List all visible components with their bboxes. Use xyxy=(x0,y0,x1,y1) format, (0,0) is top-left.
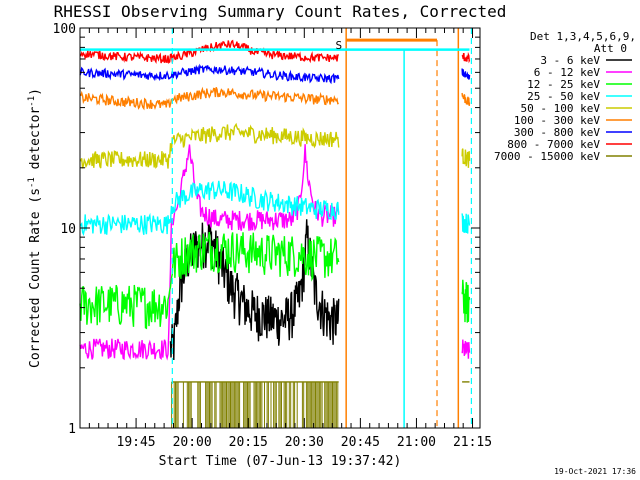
series-line-100-300-kev xyxy=(79,86,339,111)
footer-timestamp: 19-Oct-2021 17:36 xyxy=(554,467,636,476)
legend-label-3-6-kev: 3 - 6 keV xyxy=(540,54,600,67)
legend-label-50-100-kev: 50 - 100 keV xyxy=(521,102,601,115)
series-line-300-800-kev xyxy=(79,63,340,85)
series-spikes-7000-15000-kev xyxy=(171,381,339,428)
x-axis-label: Start Time (07-Jun-13 19:37:42) xyxy=(159,454,402,469)
x-tick-label-0: 19:45 xyxy=(117,435,156,450)
saa-marker: S xyxy=(336,39,343,52)
series-post-12-25-kev xyxy=(461,279,471,323)
series-line-12-25-kev xyxy=(79,231,340,330)
y-tick-label-2: 100 xyxy=(53,22,76,37)
y-tick-label-1: 10 xyxy=(60,222,76,237)
y-axis: 1 10 100 xyxy=(53,22,480,437)
x-tick-label-5: 21:00 xyxy=(397,435,436,450)
legend-label-300-800-kev: 300 - 800 keV xyxy=(514,126,600,139)
chart-title: RHESSI Observing Summary Count Rates, Co… xyxy=(54,2,507,21)
x-tick-label-1: 20:00 xyxy=(173,435,212,450)
legend-label-25-50-kev: 25 - 50 keV xyxy=(527,90,600,103)
legend-label-100-300-kev: 100 - 300 keV xyxy=(514,114,600,127)
series-line-50-100-kev xyxy=(79,122,340,169)
legend-label-6-12-kev: 6 - 12 keV xyxy=(534,66,601,79)
y-axis-label: Corrected Count Rate (s-1 detector-1) xyxy=(27,88,43,368)
y-tick-label-0: 1 xyxy=(68,422,76,437)
series-post-25-50-kev xyxy=(461,213,471,234)
legend-header-line1: Det 1,3,4,5,6,9, xyxy=(530,30,636,43)
x-axis: 19:45 20:00 20:15 20:30 20:45 21:00 21:15 xyxy=(88,28,492,450)
x-tick-label-2: 20:15 xyxy=(229,435,268,450)
series-post-800-7000-kev xyxy=(461,51,471,64)
legend-label-7000-15000-kev: 7000 - 15000 keV xyxy=(494,150,600,163)
series-post-50-100-kev xyxy=(461,148,471,168)
series-100-300-kev xyxy=(79,86,471,111)
series-50-100-kev xyxy=(79,122,471,169)
x-tick-label-4: 20:45 xyxy=(341,435,380,450)
series-300-800-kev xyxy=(79,63,471,85)
series-post-6-12-kev xyxy=(461,339,471,359)
series-7000-15000-kev xyxy=(171,381,470,428)
x-tick-label-6: 21:15 xyxy=(453,435,492,450)
series-12-25-kev xyxy=(79,231,471,330)
series-post-300-800-kev xyxy=(461,68,471,80)
legend-header-line2: Att 0 xyxy=(594,42,627,55)
x-tick-label-3: 20:30 xyxy=(285,435,324,450)
series-line-25-50-kev xyxy=(79,180,340,237)
legend-label-12-25-kev: 12 - 25 keV xyxy=(527,78,600,91)
series-25-50-kev xyxy=(79,180,471,237)
series-post-100-300-kev xyxy=(461,92,471,106)
legend-label-800-7000-kev: 800 - 7000 keV xyxy=(507,138,600,151)
